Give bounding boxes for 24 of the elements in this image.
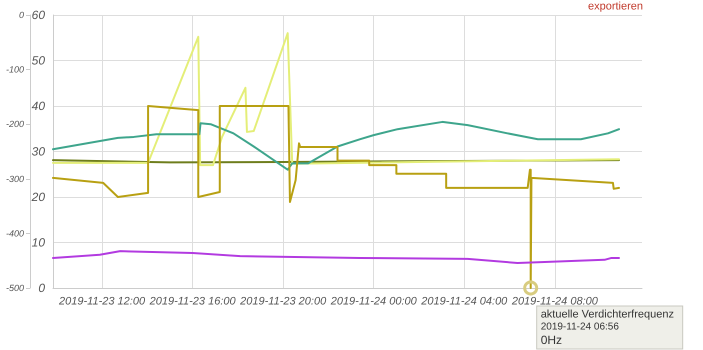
- y2-tick-label: -300: [6, 174, 24, 184]
- y2-tick-label: -100: [6, 64, 24, 75]
- line-series: [52, 250, 620, 264]
- y-tick-label: 60: [32, 8, 46, 22]
- y2-tick-label: -400: [6, 228, 24, 238]
- x-tick-label: 2019-11-24 00:00: [330, 296, 418, 308]
- y-tick-label: 20: [30, 190, 46, 204]
- annotation: aktuelle Verdichterfrequenz 2019-11-24 06:56 0Hz: [540, 308, 674, 347]
- line-series: [52, 32, 620, 166]
- y-tick-label: 40: [32, 99, 46, 113]
- text: exportieren: [588, 0, 644, 12]
- y-tick-label: 10: [32, 236, 46, 250]
- x-tick-label: 2019-11-23 20:00: [239, 296, 328, 308]
- line-series: [52, 120, 620, 171]
- y2-tick-label: 0: [18, 10, 24, 20]
- x-tick-label: 2019-11-24 04:00: [420, 296, 508, 308]
- x-tick-label: 2019-11-23 12:00: [58, 296, 146, 308]
- y2-tick-label: -200: [6, 119, 24, 130]
- y-tick-label: 30: [32, 144, 46, 158]
- y-tick-label: 0: [38, 281, 46, 295]
- x-tick-label: 2019-11-23 16:00: [148, 296, 236, 308]
- y2-tick-label: -500: [6, 283, 24, 293]
- y-tick-label: 50: [32, 54, 46, 68]
- x-tick-label: 2019-11-24 08:00: [510, 296, 599, 308]
